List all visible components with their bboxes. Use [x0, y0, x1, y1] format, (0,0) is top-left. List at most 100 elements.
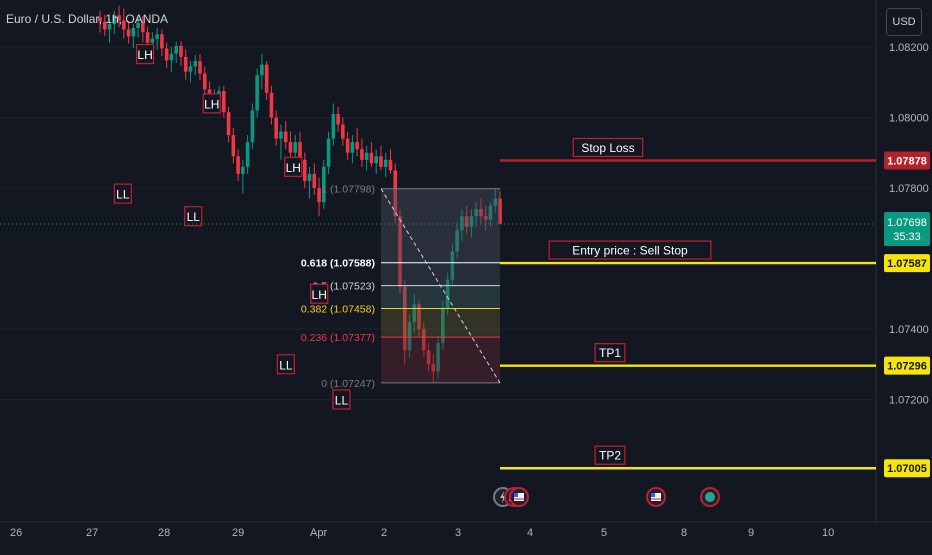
candle-body — [136, 23, 140, 28]
candle — [436, 336, 440, 379]
swing-label-text: LH — [137, 48, 152, 62]
candle-body — [141, 23, 145, 33]
candle — [383, 152, 388, 178]
candle-body — [460, 216, 464, 231]
fib-level-label: 0.618 (1.07588) — [301, 258, 375, 270]
candle-body — [326, 138, 331, 167]
fib-zone — [381, 188, 500, 263]
candle — [312, 163, 317, 196]
candle — [160, 29, 164, 56]
current-price-label: 1.07698 — [887, 217, 927, 229]
candle — [345, 131, 350, 160]
candle — [283, 121, 288, 150]
currency-button[interactable]: USD — [886, 8, 922, 36]
earth-event-icon — [700, 487, 720, 507]
swing-label: LL — [276, 354, 295, 375]
candle-body — [350, 142, 355, 153]
swing-label-box — [332, 389, 351, 410]
candle-body — [169, 53, 174, 61]
swing-label-box — [184, 206, 203, 227]
candle-body — [436, 343, 440, 372]
candle — [260, 54, 264, 90]
candle-body — [164, 48, 169, 61]
swing-label-text: LL — [279, 358, 293, 372]
fib-level-label: 0.236 (1.07377) — [301, 332, 375, 344]
price-tag-bg — [884, 151, 930, 170]
candle — [388, 149, 393, 174]
candle — [141, 15, 145, 43]
candle-body — [293, 142, 298, 153]
candle-body — [417, 304, 421, 329]
candle — [474, 202, 478, 227]
candle-body — [112, 15, 117, 25]
candle — [402, 279, 407, 365]
candle-body — [126, 29, 131, 37]
flag-canton — [514, 493, 518, 497]
candle — [274, 110, 278, 146]
price-tag-bg — [884, 356, 930, 375]
candle-body — [369, 152, 374, 164]
swing-label-box — [202, 93, 221, 114]
candle-body — [488, 205, 493, 220]
candle — [222, 85, 226, 118]
candle-body — [250, 110, 255, 143]
candle — [288, 131, 293, 160]
candle — [336, 106, 340, 132]
x-tick-label: 26 — [10, 527, 22, 539]
candle — [422, 321, 426, 358]
candle-body — [398, 216, 402, 287]
swing-label: LL — [184, 206, 203, 227]
flag-field — [514, 493, 524, 501]
fib-level-label: 0.382 (1.07458) — [301, 304, 375, 316]
trade-level-label-text: Stop Loss — [581, 141, 634, 155]
candle — [241, 159, 245, 194]
chart-title: Euro / U.S. Dollar, 1h, OANDA — [6, 12, 169, 26]
candle — [179, 41, 183, 66]
fib-level-label: 1 (1.07798) — [321, 184, 375, 196]
x-tick-label: 29 — [232, 527, 244, 539]
fib-zone — [381, 262, 500, 286]
swing-label-box — [276, 354, 295, 375]
candle — [464, 205, 469, 234]
price-tag-label: 1.07005 — [887, 463, 927, 475]
candle-body — [464, 216, 469, 227]
candle — [426, 343, 431, 372]
trade-level-label: TP2 — [594, 445, 626, 465]
fib-zone — [381, 337, 500, 383]
candle-body — [283, 131, 288, 143]
price-tag-label: 1.07878 — [887, 156, 927, 168]
candle — [198, 54, 202, 81]
candle-body — [226, 112, 231, 136]
candle — [264, 61, 269, 100]
y-tick-label: 1.07800 — [889, 183, 929, 195]
current-price-tag-bg — [884, 211, 930, 246]
candle — [407, 314, 412, 358]
candle-body — [222, 91, 226, 113]
candle-body — [255, 75, 259, 111]
trade-level-label-box — [548, 240, 712, 260]
candle — [498, 191, 502, 224]
candle — [445, 272, 450, 315]
candle-body — [107, 24, 112, 30]
candle-body — [426, 350, 431, 365]
candle-body — [412, 304, 417, 322]
trade-level-label: Entry price : Sell Stop — [548, 240, 712, 260]
candle — [322, 159, 326, 210]
x-tick-label: 8 — [681, 527, 687, 539]
candle-body — [383, 159, 388, 167]
candle-body — [345, 138, 350, 153]
candle-body — [231, 135, 236, 157]
candle — [174, 41, 178, 63]
candle — [326, 131, 331, 174]
candle-body — [455, 230, 459, 252]
candle-body — [360, 149, 364, 160]
trade-level-label-box — [572, 137, 644, 158]
countdown-label: 35:33 — [893, 231, 921, 243]
candle — [431, 353, 436, 383]
candle — [379, 145, 383, 171]
candle-body — [274, 117, 278, 139]
trade-level-label-box — [594, 343, 626, 363]
candle — [450, 244, 455, 287]
